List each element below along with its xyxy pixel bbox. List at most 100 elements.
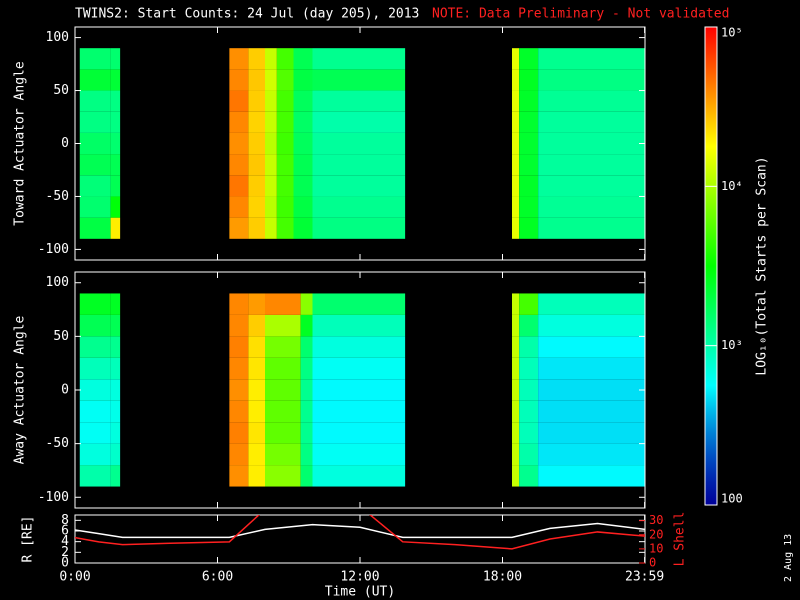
- note: NOTE: Data Preliminary - Not validated: [432, 7, 729, 22]
- heat-cell: [300, 357, 313, 380]
- heat-cell: [276, 90, 294, 112]
- heat-cell: [538, 196, 645, 218]
- heat-cell: [512, 400, 520, 423]
- y-tick-label: 50: [53, 329, 69, 344]
- x-axis-label: Time (UT): [325, 585, 395, 600]
- y2-tick-label: 0: [649, 556, 656, 570]
- heat-cell: [300, 314, 313, 337]
- heat-cell: [229, 357, 249, 380]
- heat-cell: [512, 196, 520, 218]
- heat-cell: [519, 357, 539, 380]
- heat-cell: [312, 132, 406, 155]
- y2-tick-label: 30: [649, 513, 663, 527]
- heat-cell: [519, 175, 539, 197]
- heat-cell: [229, 422, 249, 444]
- heat-cell: [265, 132, 277, 155]
- heat-cell: [79, 379, 111, 401]
- heat-cell: [79, 196, 111, 218]
- heat-cell: [248, 90, 265, 112]
- heat-cell: [519, 196, 539, 218]
- heat-cell: [293, 48, 313, 70]
- heat-cell: [265, 48, 277, 70]
- heat-cell: [538, 217, 645, 239]
- heat-cell: [312, 175, 406, 197]
- heat-cell: [248, 69, 265, 91]
- heat-cell: [312, 217, 406, 239]
- y-tick-label: -100: [38, 242, 69, 257]
- heat-cell: [312, 154, 406, 176]
- heat-cell: [229, 90, 249, 112]
- heat-cell: [79, 443, 111, 466]
- heat-cell: [79, 293, 111, 315]
- heat-cell: [79, 217, 111, 239]
- heat-cell: [110, 48, 121, 70]
- y-tick-label: 0: [61, 556, 69, 571]
- heat-cell: [512, 48, 520, 70]
- heat-cell: [79, 175, 111, 197]
- y-tick-label: 50: [53, 83, 69, 98]
- heat-cell: [265, 379, 301, 401]
- heat-cell: [300, 400, 313, 423]
- heat-cell: [276, 48, 294, 70]
- heat-cell: [538, 132, 645, 155]
- heat-cell: [110, 90, 121, 112]
- heat-cell: [229, 293, 249, 315]
- heat-cell: [512, 154, 520, 176]
- y-tick-label: 0: [61, 136, 69, 151]
- heat-cell: [512, 132, 520, 155]
- heat-cell: [229, 336, 249, 358]
- y-tick-label: 8: [61, 513, 69, 528]
- colorbar: [704, 26, 718, 506]
- heat-cell: [248, 111, 265, 133]
- y-tick-label: 0: [61, 383, 69, 398]
- heat-cell: [79, 400, 111, 423]
- heat-cell: [229, 196, 249, 218]
- heat-cell: [79, 111, 111, 133]
- y-tick-label: 4: [61, 534, 69, 549]
- heat-cell: [312, 422, 406, 444]
- heat-cell: [300, 293, 313, 315]
- heat-cell: [79, 465, 111, 487]
- heat-cell: [265, 90, 277, 112]
- heat-cell: [312, 336, 406, 358]
- heat-cell: [538, 443, 645, 466]
- heat-cell: [538, 336, 645, 358]
- heat-cell: [248, 379, 265, 401]
- heat-cell: [248, 357, 265, 380]
- x-tick-label: 18:00: [483, 570, 522, 585]
- heat-cell: [265, 69, 277, 91]
- heat-cell: [110, 175, 121, 197]
- x-tick-label: 6:00: [202, 570, 233, 585]
- heat-cell: [538, 48, 645, 70]
- heat-cell: [512, 422, 520, 444]
- heat-cell: [248, 400, 265, 423]
- heat-cell: [248, 196, 265, 218]
- heat-cell: [312, 111, 406, 133]
- heat-cell: [229, 69, 249, 91]
- heat-cell: [110, 400, 121, 423]
- heat-cell: [265, 175, 277, 197]
- heat-cell: [538, 111, 645, 133]
- heat-cell: [312, 400, 406, 423]
- title: TWINS2: Start Counts: 24 Jul (day 205), …: [75, 7, 419, 22]
- heat-cell: [79, 336, 111, 358]
- heat-cell: [248, 48, 265, 70]
- heat-cell: [512, 69, 520, 91]
- heat-cell: [229, 400, 249, 423]
- series-line: [75, 515, 645, 550]
- heat-cell: [110, 154, 121, 176]
- heat-cell: [519, 314, 539, 337]
- heat-cell: [312, 48, 406, 70]
- date-stamp: 2 Aug 13: [783, 534, 794, 582]
- y-tick-label: 2: [61, 545, 69, 560]
- heat-cell: [248, 314, 265, 337]
- heat-cell: [110, 314, 121, 337]
- heat-cell: [512, 465, 520, 487]
- colorbar-tick-label: 100: [721, 492, 743, 506]
- heat-cell: [110, 422, 121, 444]
- y-tick-label: -50: [46, 436, 69, 451]
- heat-cell: [229, 314, 249, 337]
- heat-cell: [110, 293, 121, 315]
- heat-cell: [110, 379, 121, 401]
